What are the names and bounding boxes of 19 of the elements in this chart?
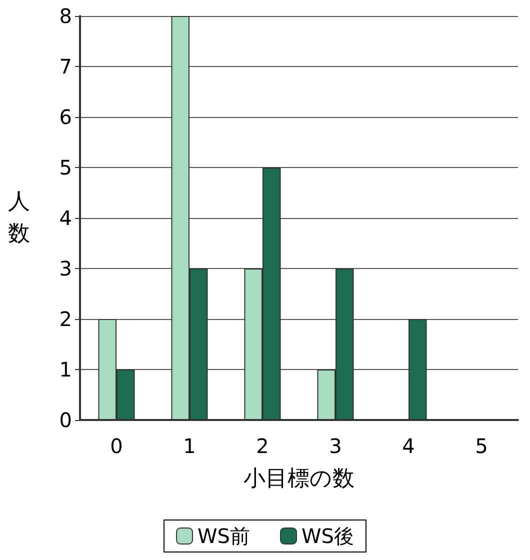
legend-label: WS前 [198, 524, 250, 548]
x-tick-label: 1 [183, 434, 196, 458]
x-tick-label: 2 [256, 434, 269, 458]
x-tick-label: 4 [402, 434, 415, 458]
x-tick-label: 0 [110, 434, 123, 458]
x-tick-label: 3 [329, 434, 342, 458]
y-tick-label: 2 [59, 307, 72, 331]
x-axis-title: 小目標の数 [244, 466, 354, 492]
y-tick-label: 0 [59, 408, 72, 432]
legend-label: WS後 [302, 524, 354, 548]
y-axis-title: 人数 [8, 190, 30, 246]
y-tick-label: 8 [59, 4, 72, 28]
x-tick-label: 5 [475, 434, 488, 458]
y-tick-label: 6 [59, 105, 72, 129]
y-tick-label: 7 [59, 54, 72, 78]
y-tick-label: 1 [59, 358, 72, 382]
y-tick-label: 5 [59, 156, 72, 180]
y-tick-label: 4 [59, 206, 72, 230]
y-tick-label: 3 [59, 256, 72, 280]
